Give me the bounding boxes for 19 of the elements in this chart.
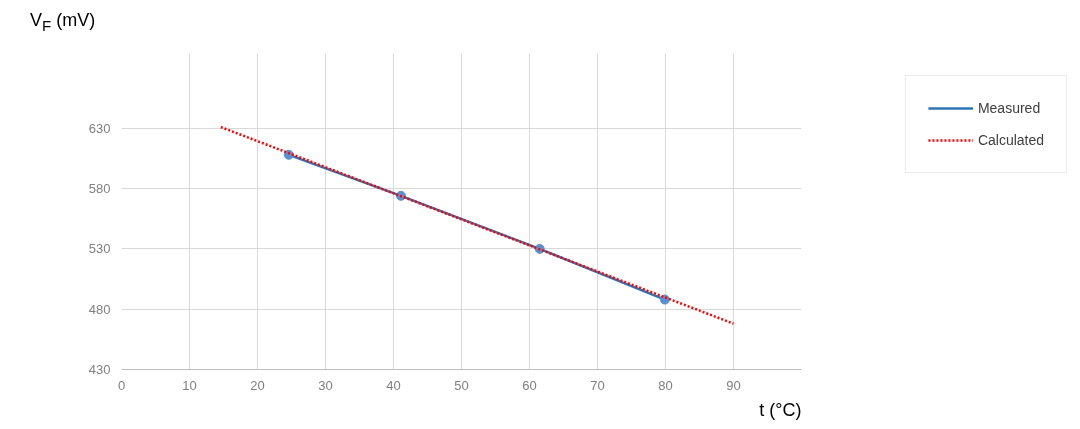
x-tick-label: 50 xyxy=(454,377,469,393)
x-tick-label: 0 xyxy=(117,377,126,393)
x-tick-label: 40 xyxy=(386,377,401,393)
x-tick-label: 10 xyxy=(182,377,197,393)
legend-label: Calculated xyxy=(977,132,1045,148)
y-tick-label: 530 xyxy=(88,241,111,257)
x-tick-label: 30 xyxy=(318,377,333,393)
y-tick-label: 630 xyxy=(88,120,111,136)
y-axis-title: V$_{F}$ (mV) xyxy=(30,9,96,36)
x-tick-label: 90 xyxy=(726,377,741,393)
x-tick-label: 20 xyxy=(250,377,265,393)
x-tick-label: 70 xyxy=(590,377,605,393)
y-tick-label: 580 xyxy=(88,181,111,197)
x-tick-label: 80 xyxy=(658,377,673,393)
legend-label: Measured xyxy=(977,100,1041,116)
y-tick-label: 480 xyxy=(88,301,111,317)
x-tick-label: 60 xyxy=(522,377,537,393)
x-axis-title: t (°C) xyxy=(759,399,802,420)
y-tick-label: 430 xyxy=(88,362,111,377)
